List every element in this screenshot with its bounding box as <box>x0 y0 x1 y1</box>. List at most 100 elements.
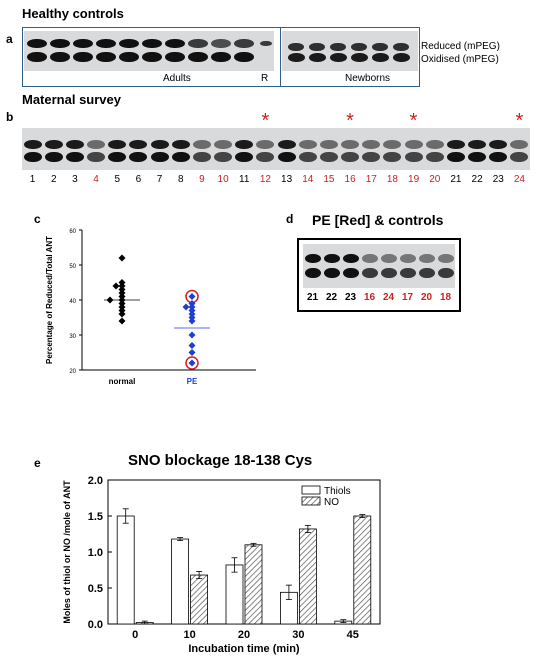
gel-band-reduced <box>288 43 304 51</box>
gel-band-oxidised <box>65 152 84 162</box>
panel-a-reference-label: R <box>261 73 269 84</box>
lane-number: 23 <box>492 174 504 185</box>
gel-band-oxidised <box>323 268 340 278</box>
gel-band-reduced <box>304 254 321 263</box>
gel-band-reduced <box>108 140 127 149</box>
asterisk-marker: * <box>346 110 354 132</box>
panel-a-blot-frame: Adults R Newborns <box>22 27 420 87</box>
gel-band-reduced <box>188 39 208 48</box>
gel-band-reduced <box>277 140 296 149</box>
y-tick-label: 1.0 <box>88 547 103 559</box>
gel-band-oxidised <box>380 268 397 278</box>
gel-band-oxidised <box>108 152 127 162</box>
gel-band-oxidised <box>489 152 508 162</box>
gel-band-oxidised <box>171 152 190 162</box>
lane-number: 20 <box>429 174 441 185</box>
x-axis-label: Incubation time (min) <box>188 643 300 655</box>
lane-number: 17 <box>365 174 377 185</box>
bar-no <box>190 574 209 625</box>
data-point-diamond <box>188 317 196 325</box>
gel-band-oxidised <box>44 152 63 162</box>
data-point-diamond <box>188 331 196 339</box>
panel-a-adults-gel <box>24 31 274 71</box>
gel-band-oxidised <box>361 268 378 278</box>
gel-band-reduced <box>404 140 423 149</box>
lane-number: 22 <box>325 292 338 303</box>
panel-a-legend-reduced: Reduced (mPEG) <box>421 41 500 52</box>
panel-a-adults-label: Adults <box>163 73 191 84</box>
panel-d-title: PE [Red] & controls <box>312 212 444 228</box>
x-tick-label: 10 <box>183 629 195 641</box>
gel-band-oxidised <box>425 152 444 162</box>
gel-band-oxidised <box>342 268 359 278</box>
lane-number: 24 <box>513 174 525 185</box>
y-tick-label: 30 <box>69 334 76 340</box>
gel-band-reduced <box>351 43 367 51</box>
lane-number: 21 <box>450 174 462 185</box>
gel-band-reduced <box>418 254 435 263</box>
gel-band-reduced <box>437 254 454 263</box>
plot-frame <box>107 479 381 625</box>
gel-band-oxidised <box>142 52 162 62</box>
gel-band-reduced <box>129 140 148 149</box>
lane-number: 9 <box>199 174 205 185</box>
gel-band-reduced <box>372 43 388 51</box>
asterisk-marker: * <box>409 110 418 132</box>
panel-b-title: Maternal survey <box>22 92 121 107</box>
gel-band-oxidised <box>404 152 423 162</box>
data-point-diamond <box>118 310 126 318</box>
x-tick-label: 30 <box>292 629 304 641</box>
data-point-diamond <box>112 282 120 290</box>
panel-d-letter: d <box>286 212 294 226</box>
lane-number: 22 <box>471 174 483 185</box>
lane-number: 13 <box>281 174 293 185</box>
panel-b-letter: b <box>6 110 14 124</box>
gel-band-reduced <box>468 140 487 149</box>
gel-band-reduced <box>73 39 93 48</box>
panel-d-lane-numbers: 21 22 23 16 24 17 20 18 <box>303 292 455 306</box>
lane-number: 16 <box>344 174 356 185</box>
gel-band-reduced <box>380 254 397 263</box>
gel-band-oxidised <box>27 52 47 62</box>
panel-b-lane-numbers: 1 2 3 4 5 6 7 8 9 10 11 12 13 14 15 16 17 18 19 20 21 22 23 24 <box>22 174 530 188</box>
lane-number: 18 <box>386 174 398 185</box>
y-tick-label: 40 <box>69 299 76 305</box>
gel-band-reduced <box>330 43 346 51</box>
panel-a-title: Healthy controls <box>22 6 124 21</box>
gel-band-reduced <box>510 140 529 149</box>
highlight-circle <box>185 356 199 370</box>
gel-band-oxidised <box>119 52 139 62</box>
lane-number: 20 <box>420 292 433 303</box>
y-tick-label: 20 <box>69 369 76 375</box>
gel-band-reduced <box>50 39 70 48</box>
lane-number: 10 <box>217 174 229 185</box>
lane-number: 19 <box>408 174 420 185</box>
lane-number: 21 <box>306 292 319 303</box>
gel-band-oxidised <box>372 53 389 62</box>
gel-band-oxidised <box>277 152 296 162</box>
gel-band-oxidised <box>393 53 410 62</box>
panel-a-newborns-label: Newborns <box>345 73 391 84</box>
gel-band-oxidised <box>96 52 116 62</box>
legend-swatch <box>301 485 321 495</box>
gel-band-oxidised <box>23 152 42 162</box>
lane-number: 23 <box>344 292 357 303</box>
panel-d-frame: 21 22 23 16 24 17 20 18 <box>297 238 461 312</box>
lane-number: 17 <box>401 292 414 303</box>
y-tick-label: 50 <box>69 264 76 270</box>
gel-band-reduced <box>341 140 360 149</box>
x-tick-label: 20 <box>238 629 250 641</box>
bar-thiols <box>225 564 244 625</box>
panel-a-legend-oxidised: Oxidised (mPEG) <box>421 54 499 65</box>
gel-band-oxidised <box>446 152 465 162</box>
gel-band-oxidised <box>330 53 347 62</box>
gel-band-reduced <box>393 43 409 51</box>
gel-band-oxidised <box>351 53 368 62</box>
lane-number: 2 <box>50 174 57 185</box>
panel-a-letter: a <box>6 32 13 46</box>
gel-band-reduced <box>361 254 378 263</box>
bar-thiols <box>116 515 135 625</box>
gel-band-reduced <box>446 140 465 149</box>
gel-band-reduced <box>119 39 139 48</box>
gel-band-oxidised <box>256 152 275 162</box>
